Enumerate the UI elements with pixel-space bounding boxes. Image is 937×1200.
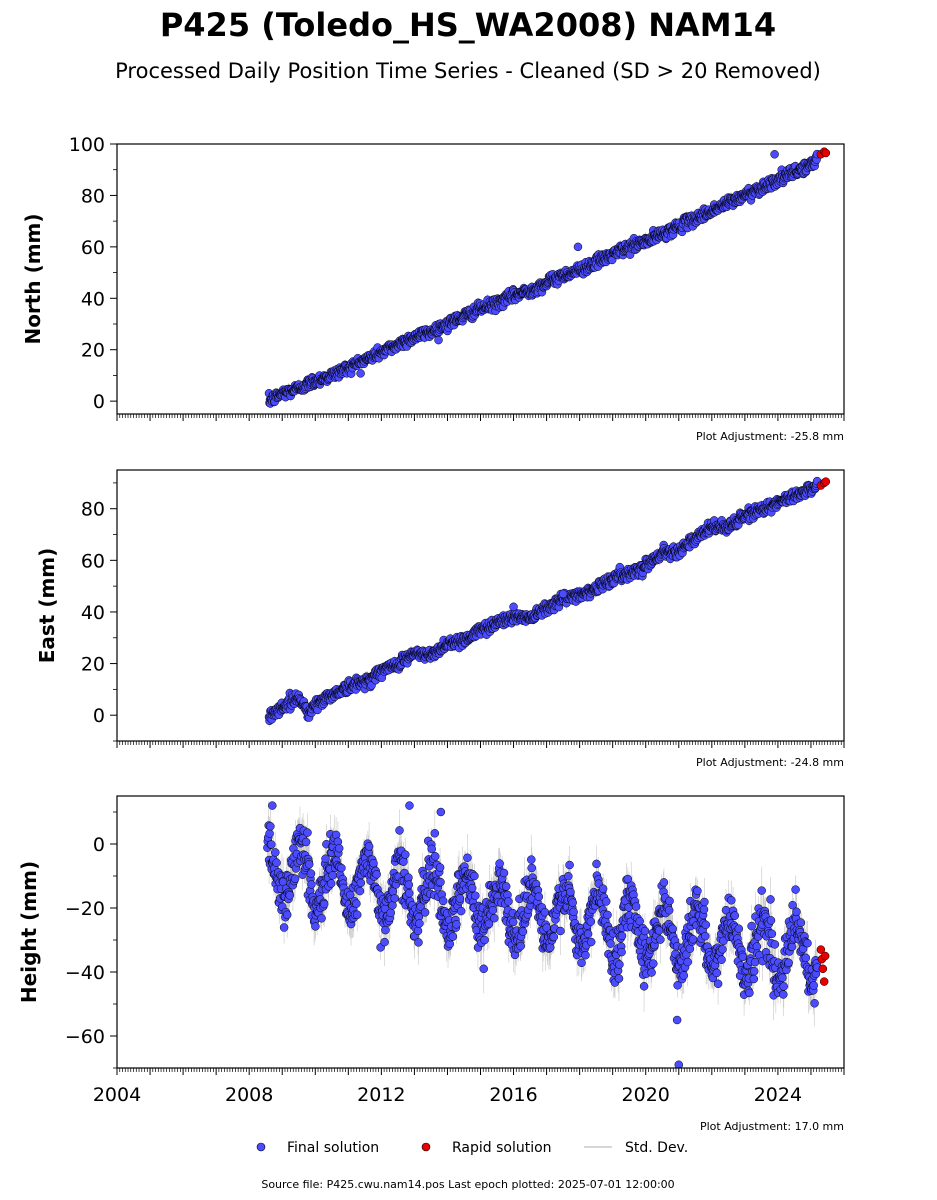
final-point [509, 602, 518, 612]
y-tick-label: 20 [81, 340, 105, 362]
y-tick-label: 80 [81, 185, 105, 207]
rapid-point [821, 477, 831, 486]
final-points [264, 476, 822, 726]
axes-frame [116, 143, 845, 415]
final-point [558, 589, 568, 599]
axes-frame [116, 469, 845, 742]
y-tick-label: 0 [93, 391, 105, 413]
north-panel: 0 20 40 60 80 100 North (mm) Plot Adjustment: -… [21, 134, 845, 443]
final-point [434, 335, 443, 345]
final-points [264, 149, 822, 408]
final-point [573, 242, 583, 252]
figure-title: P425 (Toledo_HS_WA2008) NAM14 [160, 6, 776, 44]
y-tick-label: 60 [81, 550, 105, 572]
y-tick-label: 40 [81, 602, 105, 624]
rapid-points [816, 147, 831, 159]
final-point [770, 150, 779, 159]
y-tick-label: 60 [81, 237, 105, 259]
y-tick-label: 20 [81, 654, 105, 676]
y-axis-label: North (mm) [21, 213, 45, 344]
y-tick-label: 100 [69, 134, 105, 156]
y-tick-label: 40 [81, 288, 105, 310]
plot-area [264, 476, 831, 727]
plot-adjustment-note: Plot Adjustment: -25.8 mm [696, 430, 844, 443]
final-point [356, 369, 365, 378]
figure-subtitle: Processed Daily Position Time Series - C… [115, 59, 821, 83]
y-tick-label: 0 [93, 705, 105, 727]
rapid-points [816, 477, 831, 490]
plot-area [264, 147, 831, 408]
y-tick-label: 80 [81, 499, 105, 521]
rapid-point [821, 148, 831, 158]
